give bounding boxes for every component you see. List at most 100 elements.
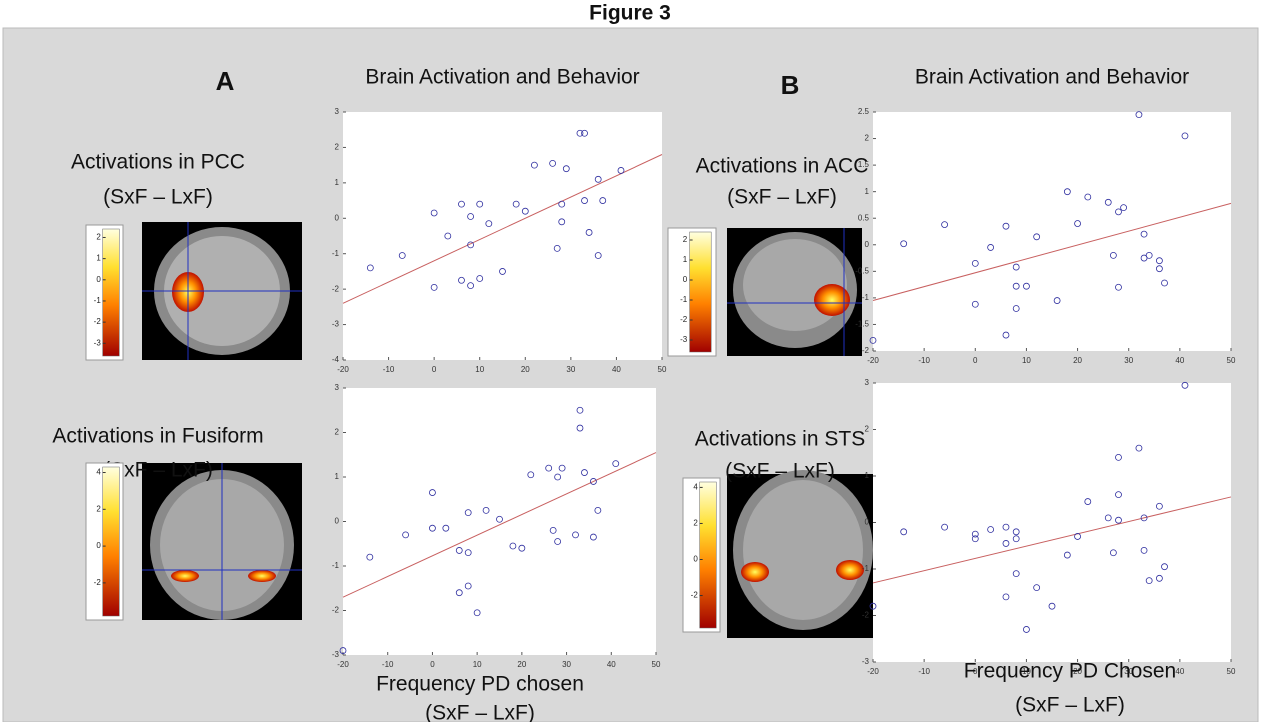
x-tick-label: -10 [918,667,930,676]
colorbar-tick-label: -1 [94,296,102,305]
plot-area [873,383,1231,662]
plot-area [343,112,662,360]
y-tick-label: 2 [865,425,870,434]
colorbar-tick-label: -2 [691,591,699,600]
x-tick-label: 30 [566,365,575,374]
x-tick-label: 0 [430,660,435,669]
x-tick-label: 50 [652,660,661,669]
colorbar [103,467,120,616]
brain-image [142,222,302,360]
x-tick-label: 50 [1227,667,1236,676]
colorbar-tick-label: 2 [683,235,688,244]
colorbar-tick-label: 2 [96,504,101,513]
x-tick-label: 30 [1124,356,1133,365]
y-tick-label: 0 [335,517,340,526]
x-tick-label: -20 [867,356,879,365]
x-tick-label: -10 [383,365,395,374]
region-contrast: (SxF – LxF) [103,186,213,209]
x-tick-label: -10 [382,660,394,669]
x-tick-label: 40 [1175,356,1184,365]
chart-title: Brain Activation and Behavior [365,66,639,89]
y-tick-label: -2 [332,284,340,293]
x-tick-label: 0 [973,356,978,365]
y-tick-label: -4 [332,355,340,364]
brain-image [727,470,880,638]
region-title: Activations in STS [695,428,865,451]
y-tick-label: 2 [865,134,870,143]
brain-image [727,228,862,356]
colorbar-tick-label: -2 [94,578,102,587]
x-tick-label: -10 [918,356,930,365]
plot-area [873,112,1231,351]
x-tick-label: 40 [612,365,621,374]
y-tick-label: -0.5 [855,266,869,275]
y-tick-label: 1 [335,472,340,481]
x-axis-label: (SxF – LxF) [1015,694,1125,717]
y-tick-label: 3 [335,107,340,116]
x-tick-label: 30 [562,660,571,669]
x-tick-label: 10 [473,660,482,669]
colorbar-tick-label: 1 [683,255,688,264]
y-tick-label: 1.5 [858,160,870,169]
colorbar [700,482,717,628]
region-contrast: (SxF – LxF) [727,186,837,209]
colorbar-tick-label: -2 [680,315,688,324]
y-tick-label: -1 [332,561,340,570]
region-title: Activations in Fusiform [52,425,263,448]
x-tick-label: 40 [1175,667,1184,676]
x-tick-label: 10 [475,365,484,374]
y-tick-label: -3 [862,657,870,666]
y-tick-label: 2 [335,428,340,437]
x-tick-label: -20 [337,660,349,669]
y-tick-label: 1 [335,178,340,187]
y-tick-label: 2 [335,143,340,152]
brain-image [142,463,302,620]
colorbar-tick-label: 4 [693,483,698,492]
colorbar-tick-label: 0 [683,275,688,284]
y-tick-label: 0.5 [858,213,870,222]
y-tick-label: -3 [332,650,340,659]
colorbar-tick-label: 4 [96,468,101,477]
y-tick-label: 3 [335,383,340,392]
panel-label: A [216,66,235,96]
y-tick-label: 1 [865,471,870,480]
colorbar-tick-label: 2 [96,233,101,242]
x-tick-label: 0 [432,365,437,374]
x-tick-label: 50 [1227,356,1236,365]
y-tick-label: 3 [865,378,870,387]
colorbar [103,229,120,356]
colorbar-tick-label: -1 [680,295,688,304]
chart-title: Brain Activation and Behavior [915,66,1189,89]
y-tick-label: 0 [335,213,340,222]
colorbar-tick-label: 2 [693,519,698,528]
y-tick-label: 0 [865,240,870,249]
colorbar-tick-label: -3 [94,338,102,347]
panel-label: B [781,70,800,100]
region-title: Activations in PCC [71,151,245,174]
y-tick-label: -1.5 [855,320,869,329]
x-tick-label: -20 [337,365,349,374]
y-tick-label: 2.5 [858,107,870,116]
x-axis-label: Frequency PD Chosen [964,660,1176,683]
x-tick-label: 50 [658,365,667,374]
colorbar-tick-label: 0 [96,275,101,284]
region-title: Activations in ACC [696,155,869,178]
x-tick-label: 20 [1073,356,1082,365]
y-tick-label: -2 [862,611,870,620]
x-tick-label: 10 [1022,356,1031,365]
x-tick-label: 40 [607,660,616,669]
x-tick-label: 20 [521,365,530,374]
colorbar-tick-label: -2 [94,317,102,326]
x-tick-label: 20 [517,660,526,669]
x-axis-label: Frequency PD chosen [376,673,584,696]
y-tick-label: -1 [862,293,870,302]
x-tick-label: -20 [867,667,879,676]
colorbar-tick-label: 1 [96,254,101,263]
y-tick-label: -2 [332,606,340,615]
figure-title: Figure 3 [589,2,671,25]
colorbar-tick-label: 0 [96,541,101,550]
y-tick-label: -2 [862,346,870,355]
colorbar-tick-label: -3 [680,335,688,344]
x-axis-label: (SxF – LxF) [425,702,535,722]
y-tick-label: -1 [862,564,870,573]
